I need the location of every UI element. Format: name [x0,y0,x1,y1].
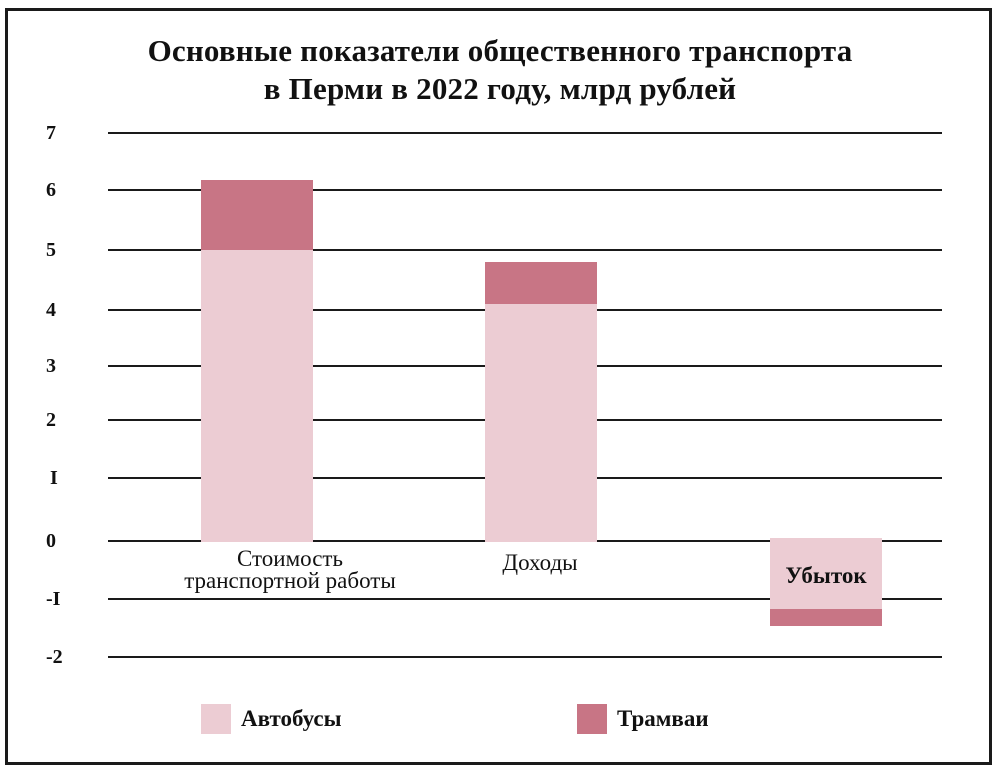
legend-swatch-trams [577,704,607,734]
y-tick-label: 3 [46,355,56,377]
y-tick-label: -2 [46,646,63,668]
category-label-loss: Убыток [785,563,867,588]
chart-title-line1: Основные показатели общественного трансп… [147,33,853,68]
y-tick-label: -I [46,588,61,610]
gridline-6 [108,189,942,191]
legend-label-trams: Трамваи [617,706,709,731]
gridline-neg1 [108,598,942,600]
bar-cost-buses [201,250,313,542]
y-tick-label: 6 [46,179,56,201]
bar-loss-trams [770,609,882,626]
bar-cost-trams [201,180,313,250]
category-label-cost-line2: транспортной работы [184,568,396,593]
chart-title: Основные показатели общественного трансп… [0,32,1000,108]
y-tick-label: I [50,467,58,489]
legend-swatch-buses [201,704,231,734]
bar-income-buses [485,304,597,542]
gridline-neg2 [108,656,942,658]
gridline-7 [108,132,942,134]
legend-label-buses: Автобусы [241,706,342,731]
chart-frame [5,8,992,765]
chart-title-line2: в Перми в 2022 году, млрд рублей [263,71,737,106]
bar-loss-buses [770,538,882,609]
y-tick-label: 2 [46,409,56,431]
legend-item-trams: Трамваи [577,703,709,735]
legend-item-buses: Автобусы [201,703,342,735]
bar-income-trams [485,262,597,304]
gridline-5 [108,249,942,251]
category-label-cost: Стоимость транспортной работы [140,546,440,593]
y-tick-label: 4 [46,299,56,321]
y-tick-label: 5 [46,239,56,261]
y-tick-label: 7 [46,122,56,144]
category-label-income: Доходы [502,550,578,575]
y-tick-label: 0 [46,530,56,552]
category-label-cost-line1: Стоимость [237,546,343,571]
